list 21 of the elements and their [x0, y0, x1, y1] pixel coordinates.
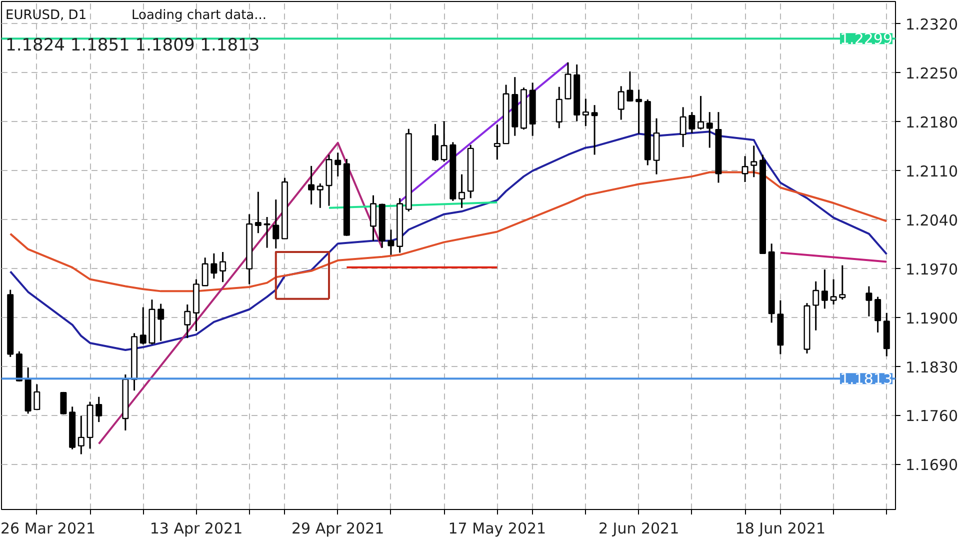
y-tick-label: 1.1970 — [906, 260, 958, 278]
y-tick-label: 1.1760 — [906, 407, 958, 426]
x-tick-label: 13 Apr 2021 — [150, 520, 243, 538]
y-tick-label: 1.2250 — [906, 64, 958, 82]
y-tick-label: 1.2180 — [906, 113, 958, 132]
x-tick-label: 29 Apr 2021 — [291, 520, 384, 538]
y-tick-label: 1.1900 — [906, 309, 958, 328]
y-tick-label: 1.2320 — [906, 15, 958, 34]
annotation: EURUSD, D1 — [6, 8, 87, 23]
x-tick-label: 17 May 2021 — [448, 520, 546, 538]
y-tick-label: 1.2110 — [906, 162, 958, 180]
annotation: Loading chart data... — [132, 8, 267, 23]
x-tick-label: 26 Mar 2021 — [0, 520, 96, 538]
ref-line-label: 1.2299 — [840, 30, 893, 48]
y-tick-label: 1.1830 — [906, 358, 958, 376]
y-tick-label: 1.2040 — [906, 211, 958, 230]
annotation: 1.1824 1.1851 1.1809 1.1813 — [6, 36, 260, 56]
x-tick-label: 18 Jun 2021 — [735, 520, 826, 538]
x-tick-label: 2 Jun 2021 — [598, 520, 680, 538]
y-tick-label: 1.1690 — [906, 456, 958, 474]
ref-line-label: 1.1813 — [840, 370, 893, 388]
